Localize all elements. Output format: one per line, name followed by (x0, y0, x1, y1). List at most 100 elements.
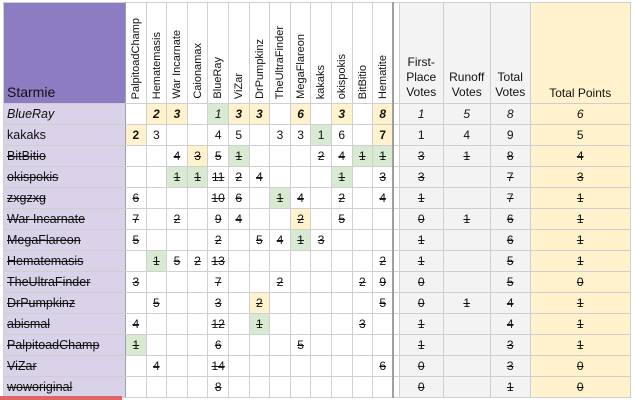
vote-cell[interactable]: 6 (289, 103, 312, 125)
vote-cell[interactable]: 5 (248, 229, 271, 251)
vote-cell[interactable] (248, 250, 271, 272)
vote-cell[interactable]: 2 (145, 103, 168, 125)
vote-cell[interactable] (125, 103, 147, 125)
total-votes-cell[interactable]: 8 (489, 103, 531, 125)
total-votes-cell[interactable]: 4 (489, 292, 531, 314)
runoff-votes-cell[interactable] (442, 334, 491, 356)
total-points-cell[interactable]: 0 (529, 355, 631, 377)
total-votes-cell[interactable]: 7 (489, 166, 531, 188)
vote-cell[interactable]: 4 (125, 313, 147, 335)
vote-cell[interactable] (166, 334, 188, 356)
column-header-first-place[interactable]: First-Place Votes (398, 2, 444, 104)
first-place-votes-cell[interactable]: 0 (398, 292, 444, 314)
total-votes-cell[interactable]: 7 (489, 187, 531, 209)
vote-cell[interactable] (227, 376, 250, 398)
vote-cell[interactable] (125, 145, 147, 167)
column-header-runoff[interactable]: Runoff Votes (442, 2, 491, 104)
vote-cell[interactable]: 5 (372, 292, 394, 314)
vote-cell[interactable] (166, 313, 188, 335)
vote-cell[interactable]: 3 (166, 103, 188, 125)
vote-cell[interactable] (289, 313, 312, 335)
vote-cell[interactable] (269, 334, 291, 356)
row-player-name[interactable]: kakaks (3, 124, 126, 146)
vote-cell[interactable] (186, 229, 209, 251)
vote-cell[interactable]: 1 (145, 250, 168, 272)
runoff-votes-cell[interactable] (442, 229, 491, 251)
vote-cell[interactable]: 2 (289, 208, 312, 230)
vote-cell[interactable] (351, 355, 374, 377)
vote-cell[interactable] (372, 334, 394, 356)
first-place-votes-cell[interactable]: 1 (398, 229, 444, 251)
vote-cell[interactable] (227, 271, 250, 293)
vote-cell[interactable] (145, 229, 168, 251)
runoff-votes-cell[interactable] (442, 166, 491, 188)
vote-cell[interactable]: 5 (207, 145, 229, 167)
vote-cell[interactable] (372, 229, 394, 251)
vote-cell[interactable] (125, 376, 147, 398)
vote-cell[interactable] (269, 145, 291, 167)
total-votes-cell[interactable]: 6 (489, 229, 531, 251)
vote-cell[interactable]: 3 (248, 103, 271, 125)
vote-cell[interactable] (351, 376, 374, 398)
runoff-votes-cell[interactable]: 4 (442, 124, 491, 146)
first-place-votes-cell[interactable]: 3 (398, 166, 444, 188)
total-votes-cell[interactable]: 5 (489, 271, 531, 293)
row-player-name[interactable]: DrPumpkinz (3, 292, 126, 314)
vote-cell[interactable] (166, 229, 188, 251)
first-place-votes-cell[interactable]: 1 (398, 124, 444, 146)
vote-cell[interactable] (145, 313, 168, 335)
vote-cell[interactable] (351, 208, 374, 230)
first-place-votes-cell[interactable]: 1 (398, 250, 444, 272)
vote-cell[interactable] (145, 208, 168, 230)
column-header-player[interactable]: ViZar (227, 2, 250, 104)
column-header-player[interactable]: PalpitoadChamp (125, 2, 147, 104)
vote-cell[interactable] (289, 250, 312, 272)
row-player-name[interactable]: abismal (3, 313, 126, 335)
row-player-name[interactable]: Hematemasis (3, 250, 126, 272)
vote-cell[interactable] (269, 313, 291, 335)
vote-cell[interactable] (166, 376, 188, 398)
vote-cell[interactable]: 4 (207, 124, 229, 146)
vote-cell[interactable] (289, 292, 312, 314)
vote-cell[interactable] (351, 229, 374, 251)
column-header-player[interactable]: MegaFlareon (289, 2, 312, 104)
vote-cell[interactable]: 2 (269, 271, 291, 293)
runoff-votes-cell[interactable] (442, 271, 491, 293)
vote-cell[interactable]: 2 (207, 229, 229, 251)
vote-cell[interactable]: 5 (125, 229, 147, 251)
vote-cell[interactable] (227, 229, 250, 251)
vote-cell[interactable] (166, 292, 188, 314)
total-points-cell[interactable]: 0 (529, 376, 631, 398)
first-place-votes-cell[interactable]: 1 (398, 103, 444, 125)
vote-cell[interactable]: 4 (145, 355, 168, 377)
vote-cell[interactable]: 2 (372, 250, 394, 272)
corner-label[interactable]: Starmie (3, 2, 126, 104)
vote-cell[interactable]: 2 (186, 250, 209, 272)
vote-cell[interactable] (372, 313, 394, 335)
column-header-player[interactable]: DrPumpkinz (248, 2, 271, 104)
vote-cell[interactable] (125, 166, 147, 188)
vote-cell[interactable]: 1 (310, 124, 332, 146)
column-header-player[interactable]: Hematemasis (145, 2, 168, 104)
vote-cell[interactable] (289, 166, 312, 188)
vote-cell[interactable] (145, 271, 168, 293)
row-player-name[interactable]: ViZar (3, 355, 126, 377)
vote-cell[interactable] (145, 145, 168, 167)
vote-cell[interactable]: 1 (125, 334, 147, 356)
vote-cell[interactable]: 2 (227, 166, 250, 188)
first-place-votes-cell[interactable]: 1 (398, 313, 444, 335)
vote-cell[interactable] (145, 187, 168, 209)
vote-cell[interactable]: 2 (310, 145, 332, 167)
total-votes-cell[interactable]: 5 (489, 250, 531, 272)
first-place-votes-cell[interactable]: 3 (398, 145, 444, 167)
runoff-votes-cell[interactable]: 1 (442, 208, 491, 230)
vote-cell[interactable]: 3 (330, 103, 353, 125)
vote-cell[interactable] (166, 124, 188, 146)
vote-cell[interactable] (351, 103, 374, 125)
total-votes-cell[interactable]: 4 (489, 313, 531, 335)
vote-cell[interactable]: 6 (207, 334, 229, 356)
vote-cell[interactable]: 4 (248, 166, 271, 188)
vote-cell[interactable] (227, 292, 250, 314)
vote-cell[interactable]: 5 (330, 208, 353, 230)
vote-cell[interactable]: 9 (372, 271, 394, 293)
